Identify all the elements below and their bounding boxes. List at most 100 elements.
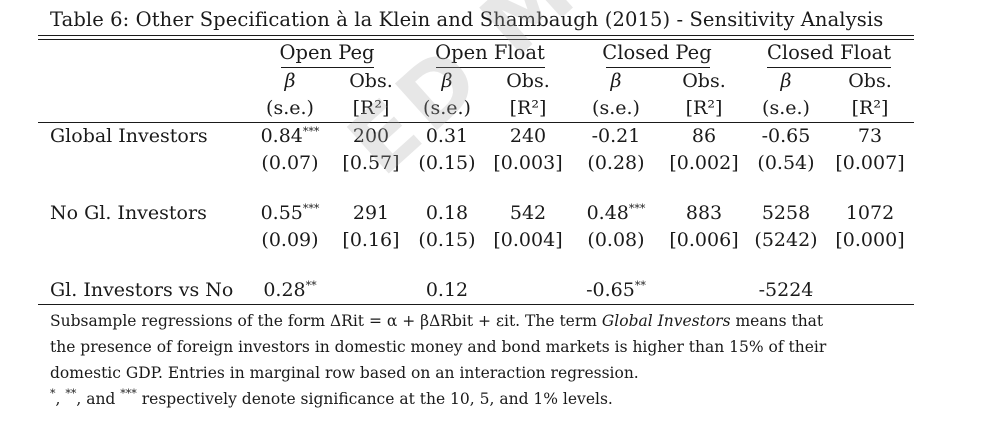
coef-value: 0.84: [260, 125, 303, 147]
subheader-r2: [R²]: [851, 97, 889, 119]
r2-cell: [0.57]: [342, 152, 400, 174]
coef-value: -0.21: [591, 125, 641, 147]
r2-cell: [0.004]: [493, 229, 563, 251]
subheader-obs: Obs.: [349, 70, 393, 92]
row-label-no-global-investors: No Gl. Investors: [50, 202, 207, 224]
r2-cell: [0.006]: [669, 229, 739, 251]
se-cell: (0.09): [261, 229, 319, 251]
header-rule: [38, 122, 914, 123]
group-header-open-float: Open Float: [435, 41, 545, 64]
coef-value: 5258: [761, 202, 811, 224]
subheader-se: (s.e.): [592, 97, 640, 119]
group-rule-closed-float: [767, 67, 891, 68]
notes-subscript: bit + ε: [452, 312, 504, 330]
subheader-beta: β: [610, 70, 622, 92]
notes-star: ***: [120, 387, 137, 400]
obs-cell: 291: [352, 202, 390, 224]
subheader-obs: Obs.: [848, 70, 892, 92]
coef-value: 0.48: [586, 202, 629, 224]
row-label-global-investors: Global Investors: [50, 125, 208, 147]
notes-line-1: Subsample regressions of the form ΔRit =…: [50, 308, 950, 334]
top-rule-second: [38, 39, 914, 40]
bottom-rule: [38, 304, 914, 305]
r2-cell: [0.002]: [669, 152, 739, 174]
notes-star: *: [50, 387, 56, 400]
notes-text: respectively denote significance at the …: [141, 390, 613, 408]
coef-value: 0.55: [260, 202, 303, 224]
significance-stars: ***: [628, 202, 646, 215]
obs-cell: 1072: [845, 202, 895, 224]
group-header-closed-float: Closed Float: [766, 41, 892, 64]
notes-subscript: it. The term: [503, 312, 597, 330]
coef-cell: 0.18: [426, 202, 468, 224]
notes-line-2: the presence of foreign investors in dom…: [50, 338, 827, 356]
table-caption: Table 6: Other Specification à la Klein …: [50, 8, 884, 31]
coef-cell: 5258: [762, 202, 810, 224]
subheader-r2: [R²]: [352, 97, 390, 119]
obs-cell: 73: [857, 125, 883, 147]
diff-cell: -5224: [759, 279, 814, 301]
coef-cell: -0.65: [762, 125, 811, 147]
diff-value: 0.28: [263, 279, 306, 301]
obs-cell: 542: [509, 202, 547, 224]
coef-value: 0.18: [425, 202, 469, 224]
subheader-beta: β: [284, 70, 296, 92]
obs-cell: 883: [685, 202, 723, 224]
notes-italic-term: Global Investors: [601, 312, 731, 330]
row-label-difference: Gl. Investors vs No: [50, 279, 234, 301]
coef-cell: 0.31: [426, 125, 468, 147]
se-cell: (5242): [754, 229, 818, 251]
group-rule-open-peg: [281, 67, 374, 68]
se-cell: (0.28): [587, 152, 645, 174]
group-rule-open-float: [436, 67, 545, 68]
table-notes: Subsample regressions of the form ΔRit =…: [50, 308, 950, 412]
notes-subscript: it = α + βΔR: [352, 312, 452, 330]
se-cell: (0.15): [418, 152, 476, 174]
notes-star: **: [65, 387, 77, 400]
subheader-se: (s.e.): [266, 97, 314, 119]
se-cell: (0.54): [757, 152, 815, 174]
coef-cell: 0.48***: [587, 202, 646, 224]
significance-stars: ***: [302, 125, 320, 138]
notes-text: Subsample regressions of the form ΔR: [50, 312, 353, 330]
coef-cell: 0.55***: [261, 202, 320, 224]
group-header-closed-peg: Closed Peg: [602, 41, 712, 64]
significance-stars: **: [634, 279, 646, 292]
r2-cell: [0.003]: [493, 152, 563, 174]
group-rule-closed-peg: [606, 67, 710, 68]
top-rule: [38, 35, 914, 36]
obs-cell: 86: [691, 125, 717, 147]
notes-line-3: domestic GDP. Entries in marginal row ba…: [50, 364, 639, 382]
notes-line-4: *, **, and *** respectively denote signi…: [50, 387, 613, 408]
significance-stars: **: [305, 279, 317, 292]
subheader-r2: [R²]: [509, 97, 547, 119]
subheader-obs: Obs.: [506, 70, 550, 92]
subheader-beta: β: [441, 70, 453, 92]
subheader-se: (s.e.): [423, 97, 471, 119]
r2-cell: [0.16]: [342, 229, 400, 251]
coef-value: -0.65: [761, 125, 811, 147]
se-cell: (0.07): [261, 152, 319, 174]
r2-cell: [0.000]: [835, 229, 905, 251]
se-cell: (0.15): [418, 229, 476, 251]
subheader-r2: [R²]: [685, 97, 723, 119]
diff-cell: 0.12: [426, 279, 468, 301]
coef-cell: -0.21: [592, 125, 641, 147]
notes-text: means that: [735, 312, 824, 330]
obs-cell: 200: [352, 125, 390, 147]
diff-cell: 0.28**: [263, 279, 316, 301]
subheader-obs: Obs.: [682, 70, 726, 92]
coef-value: 0.31: [425, 125, 469, 147]
subheader-beta: β: [780, 70, 792, 92]
significance-stars: ***: [302, 202, 320, 215]
se-cell: (0.08): [587, 229, 645, 251]
diff-value: -5224: [758, 279, 814, 301]
r2-cell: [0.007]: [835, 152, 905, 174]
obs-cell: 240: [509, 125, 547, 147]
diff-cell: -0.65**: [586, 279, 646, 301]
group-header-open-peg: Open Peg: [279, 41, 375, 64]
subheader-se: (s.e.): [762, 97, 810, 119]
diff-value: -0.65: [586, 279, 635, 301]
diff-value: 0.12: [425, 279, 469, 301]
coef-cell: 0.84***: [261, 125, 320, 147]
